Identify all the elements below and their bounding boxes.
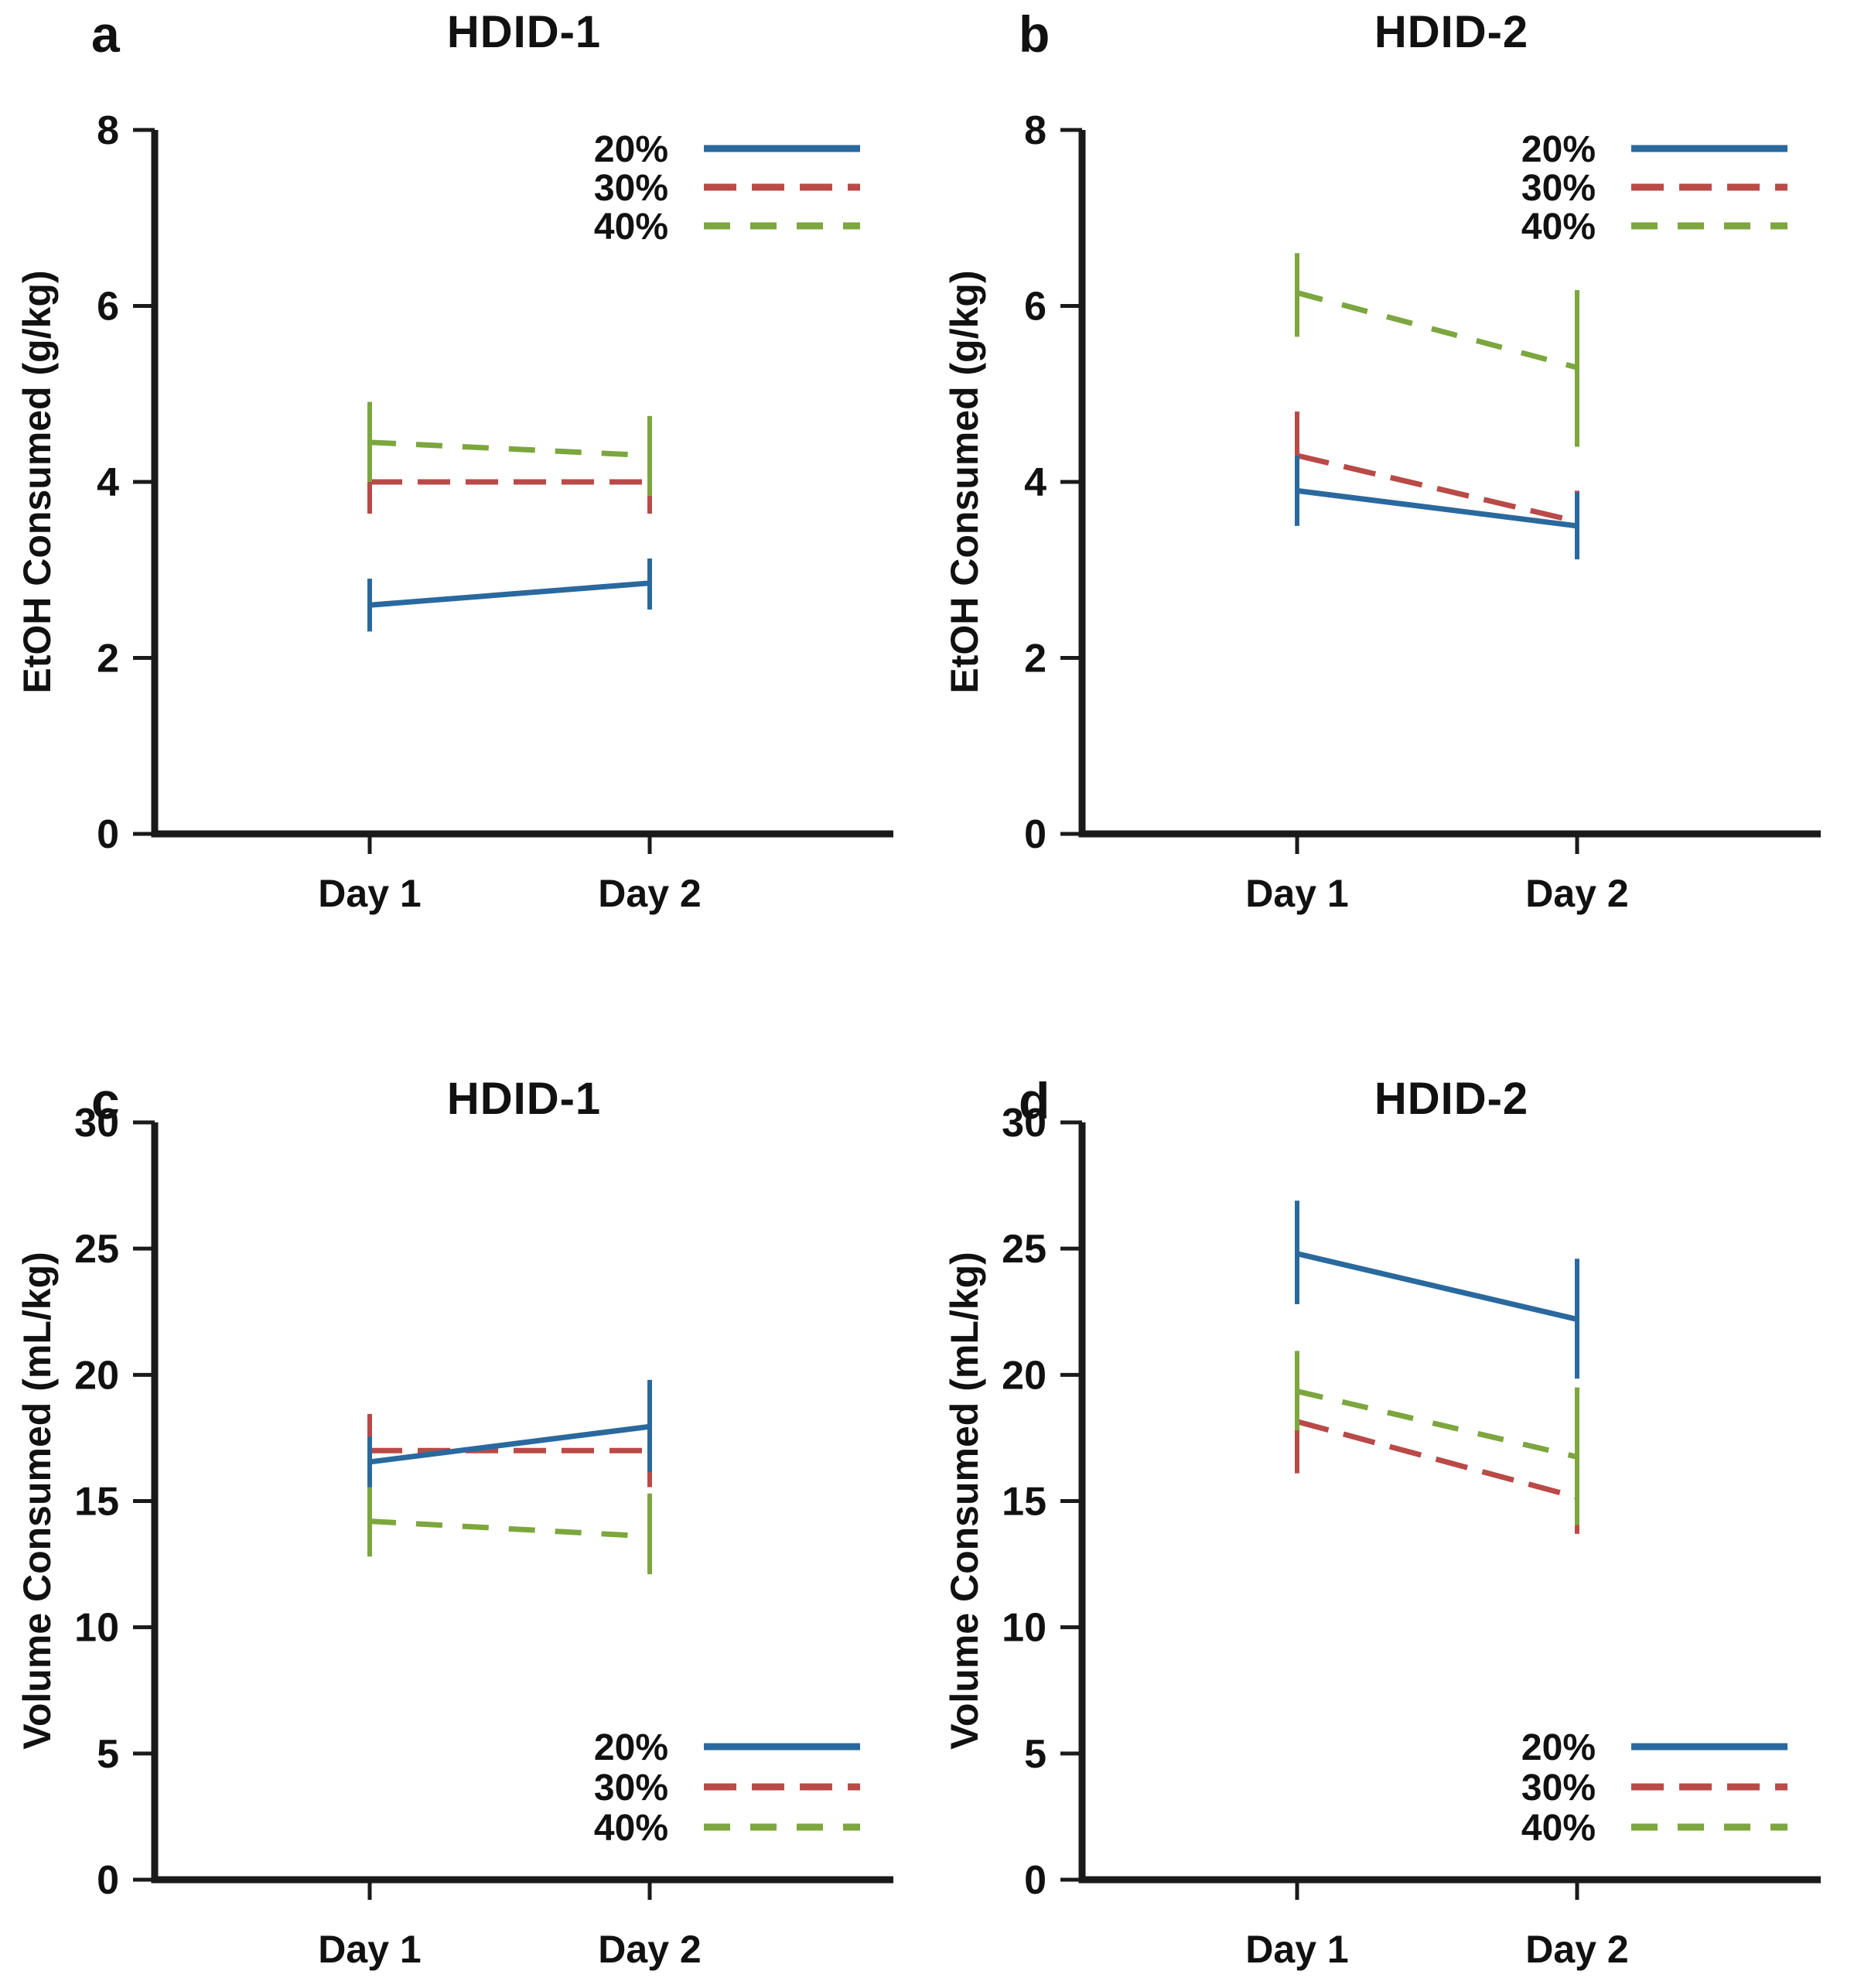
legend-label-40%: 40% — [1521, 207, 1596, 248]
legend-label-30%: 30% — [1521, 168, 1596, 209]
y-tick-label: 4 — [97, 460, 119, 505]
panel-title-c: HDID-1 — [446, 1074, 602, 1124]
y-tick-label: 4 — [1024, 460, 1047, 505]
panel-title-a: HDID-1 — [446, 7, 602, 57]
x-tick-label: Day 2 — [1525, 1928, 1628, 1971]
x-tick-label: Day 1 — [1245, 872, 1348, 915]
panel-letter-c: c — [91, 1072, 120, 1129]
legend-label-40%: 40% — [594, 1808, 668, 1849]
y-tick-label: 8 — [1024, 108, 1047, 153]
y-tick-label: 5 — [97, 1732, 119, 1777]
legend-label-30%: 30% — [594, 1768, 668, 1809]
legend-label-30%: 30% — [1521, 1768, 1596, 1809]
series-line-40% — [1296, 1389, 1578, 1460]
panel-d: 30 25 20 15 10 5 0 Day 1 Day 2 20% 30% 40% d HDID-2… — [927, 994, 1854, 1988]
legend-label-30%: 30% — [594, 168, 668, 209]
series-line-30% — [1296, 453, 1578, 524]
chart-d: 30 25 20 15 10 5 0 Day 1 Day 2 20%30%40% — [1002, 1101, 1821, 1971]
series-line-20% — [369, 1423, 650, 1465]
y-tick-label: 6 — [97, 285, 119, 330]
series-line-20% — [369, 580, 650, 608]
y-axis-label-c: Volume Consumed (mL/kg) — [15, 1252, 59, 1750]
chart-a: 8 6 4 2 0 Day 1 Day 2 20%30%40% — [97, 108, 893, 915]
series-line-20% — [1296, 487, 1578, 529]
y-tick-label: 30 — [74, 1101, 119, 1146]
x-tick-label: Day 1 — [318, 1928, 421, 1971]
legend-label-20%: 20% — [1521, 129, 1596, 170]
x-tick-label: Day 2 — [598, 1928, 701, 1971]
y-tick-label: 0 — [1024, 812, 1047, 857]
axes — [1078, 130, 1821, 838]
y-tick-label: 0 — [1024, 1858, 1047, 1903]
legend-label-20%: 20% — [1521, 1727, 1596, 1768]
panel-letter-a: a — [91, 5, 120, 63]
y-tick-label: 10 — [1002, 1606, 1047, 1651]
panel-b: 8 6 4 2 0 Day 1 Day 2 20% 30% 40% b HDID-2 EtOH C… — [927, 0, 1854, 994]
y-axis-label-d: Volume Consumed (mL/kg) — [943, 1252, 986, 1750]
y-tick-label: 5 — [1024, 1732, 1047, 1777]
panel-title-d: HDID-2 — [1374, 1074, 1529, 1124]
legend-label-40%: 40% — [1521, 1808, 1596, 1849]
chart-c: 30 25 20 15 10 5 0 Day 1 Day 2 20%30%40% — [74, 1101, 893, 1971]
series-line-40% — [1296, 290, 1578, 371]
y-tick-label: 0 — [97, 1858, 119, 1903]
y-axis-label-a: EtOH Consumed (g/kg) — [15, 270, 59, 694]
panel-c: 30 25 20 15 10 5 0 Day 1 Day 2 20% 30% 40% c HDID-1… — [0, 994, 927, 1988]
panel-letter-b: b — [1019, 5, 1050, 63]
y-tick-label: 15 — [74, 1480, 119, 1525]
y-tick-label: 20 — [1002, 1353, 1047, 1398]
panel-letter-d: d — [1019, 1072, 1050, 1129]
axes — [1078, 1122, 1821, 1884]
series-line-40% — [369, 439, 650, 459]
x-tick-label: Day 1 — [1245, 1928, 1348, 1971]
legend-label-40%: 40% — [594, 207, 668, 248]
panel-title-b: HDID-2 — [1374, 7, 1529, 57]
y-tick-label: 6 — [1024, 285, 1047, 330]
y-axis-label-b: EtOH Consumed (g/kg) — [943, 270, 986, 694]
legend-label-20%: 20% — [594, 129, 668, 170]
axes — [151, 1122, 893, 1884]
series-line-20% — [1296, 1251, 1578, 1322]
x-tick-label: Day 2 — [1525, 872, 1628, 915]
y-tick-label: 25 — [74, 1227, 119, 1272]
chart-b: 8 6 4 2 0 Day 1 Day 2 20%30%40% — [1024, 108, 1821, 915]
series-line-40% — [369, 1518, 650, 1539]
y-tick-label: 8 — [97, 108, 119, 153]
y-tick-label: 2 — [1024, 637, 1047, 681]
y-tick-label: 20 — [74, 1353, 119, 1398]
y-tick-label: 2 — [97, 637, 119, 681]
y-tick-label: 30 — [1002, 1101, 1047, 1146]
series-line-30% — [1296, 1419, 1578, 1500]
x-tick-label: Day 1 — [318, 872, 421, 915]
y-tick-label: 10 — [74, 1606, 119, 1651]
panel-a: 8 6 4 2 0 Day 1 Day 2 20% 30% 40% a HDID-1 EtOH C… — [0, 0, 927, 994]
x-tick-label: Day 2 — [598, 872, 701, 915]
legend-label-20%: 20% — [594, 1727, 668, 1768]
y-tick-label: 0 — [97, 812, 119, 857]
y-tick-label: 25 — [1002, 1227, 1047, 1272]
y-tick-label: 15 — [1002, 1480, 1047, 1525]
